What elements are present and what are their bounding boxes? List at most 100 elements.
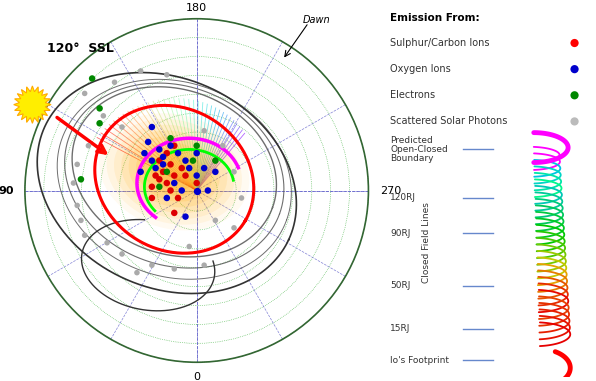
Text: Closed Field Lines: Closed Field Lines [422, 202, 431, 283]
Point [169, 180, 179, 186]
Text: 50RJ: 50RJ [390, 281, 411, 290]
Point [132, 270, 142, 276]
Text: Io's Footprint: Io's Footprint [390, 356, 449, 365]
Point [76, 217, 86, 223]
Point [162, 150, 172, 156]
Text: Sulphur/Carbon Ions: Sulphur/Carbon Ions [390, 38, 489, 48]
Point [192, 142, 201, 149]
Point [169, 173, 179, 179]
Point [95, 120, 104, 126]
Point [147, 124, 157, 130]
Text: 15RJ: 15RJ [390, 324, 411, 333]
Point [154, 176, 164, 182]
Text: Dawn: Dawn [302, 15, 330, 25]
Text: Oxygen Ions: Oxygen Ions [390, 64, 451, 74]
Point [162, 195, 172, 201]
Point [181, 173, 190, 179]
Point [80, 232, 89, 239]
Point [80, 90, 89, 96]
Point [184, 165, 194, 171]
Point [200, 165, 209, 171]
Text: Predicted: Predicted [390, 136, 433, 145]
Point [166, 142, 175, 149]
Point [166, 187, 175, 194]
Ellipse shape [114, 125, 235, 219]
Point [570, 118, 579, 125]
Point [218, 142, 228, 149]
Point [237, 195, 246, 201]
Point [147, 184, 157, 190]
Point [169, 266, 179, 272]
Ellipse shape [99, 113, 249, 231]
Text: 90: 90 [0, 186, 14, 195]
Point [147, 195, 157, 201]
Point [166, 135, 175, 141]
Point [570, 92, 579, 98]
Text: 120°  SSL: 120° SSL [47, 42, 114, 55]
Point [188, 158, 198, 164]
Point [73, 161, 82, 167]
Ellipse shape [107, 119, 242, 225]
Point [117, 124, 127, 130]
Point [200, 128, 209, 134]
Text: 180: 180 [186, 3, 207, 13]
Point [95, 105, 104, 111]
Point [144, 139, 153, 145]
Point [69, 180, 78, 186]
Point [139, 150, 149, 156]
Text: 0: 0 [193, 372, 200, 381]
Point [166, 161, 175, 167]
Point [210, 169, 220, 175]
Ellipse shape [136, 142, 213, 202]
Ellipse shape [129, 136, 220, 207]
Point [203, 187, 213, 194]
Point [181, 214, 190, 220]
Point [147, 262, 157, 268]
Point [83, 142, 93, 149]
Polygon shape [14, 86, 51, 123]
Text: Scattered Solar Photons: Scattered Solar Photons [390, 117, 507, 126]
Point [570, 66, 579, 72]
Point [192, 173, 201, 179]
Point [162, 180, 172, 186]
Point [136, 169, 145, 175]
Point [159, 169, 168, 175]
Text: 90RJ: 90RJ [390, 229, 411, 238]
Point [173, 195, 183, 201]
Point [184, 243, 194, 250]
Point [73, 202, 82, 208]
Point [151, 173, 160, 179]
Point [76, 176, 86, 182]
Point [159, 154, 168, 160]
Point [210, 158, 220, 164]
Text: Open-Closed: Open-Closed [390, 145, 448, 154]
Point [154, 184, 164, 190]
Point [162, 169, 172, 175]
Point [173, 150, 183, 156]
Point [177, 187, 187, 194]
Point [103, 240, 112, 246]
Point [136, 68, 145, 74]
Point [570, 40, 579, 46]
Point [98, 113, 108, 119]
Ellipse shape [144, 148, 205, 196]
Point [151, 165, 160, 171]
Point [192, 187, 201, 194]
Point [181, 158, 190, 164]
Point [110, 79, 119, 85]
Point [169, 142, 179, 149]
Point [192, 150, 201, 156]
Text: Electrons: Electrons [390, 90, 435, 100]
Point [154, 158, 164, 164]
Point [210, 217, 220, 223]
Text: 270: 270 [380, 186, 401, 195]
Point [200, 262, 209, 268]
Point [159, 161, 168, 167]
Point [192, 180, 201, 186]
Ellipse shape [122, 130, 227, 213]
Ellipse shape [151, 154, 198, 190]
Text: Boundary: Boundary [390, 154, 433, 163]
Point [169, 210, 179, 216]
Point [88, 75, 97, 82]
Point [229, 225, 239, 231]
